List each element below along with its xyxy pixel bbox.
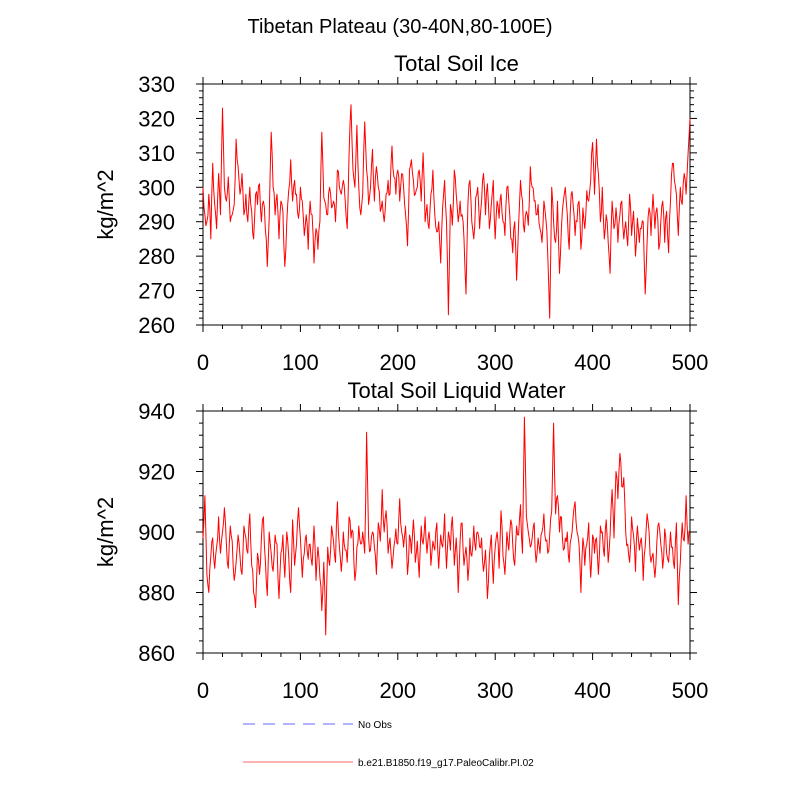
x-tick-label: 100 <box>282 678 319 703</box>
y-tick-label: 320 <box>138 106 175 131</box>
x-tick-label: 300 <box>477 678 514 703</box>
legend-obs-label: No Obs <box>358 720 392 731</box>
y-axis-label: kg/m^2 <box>93 169 118 239</box>
x-tick-label: 500 <box>672 678 709 703</box>
subplot-title: Total Soil Ice <box>394 51 519 76</box>
y-tick-label: 330 <box>138 72 175 97</box>
y-tick-label: 290 <box>138 210 175 235</box>
y-tick-label: 920 <box>138 460 175 485</box>
y-tick-label: 860 <box>138 641 175 666</box>
y-tick-label: 300 <box>138 175 175 200</box>
x-tick-label: 200 <box>379 350 416 375</box>
plot-frame <box>202 410 691 654</box>
y-tick-label: 270 <box>138 279 175 304</box>
y-tick-label: 940 <box>138 399 175 424</box>
panel-total-soil-ice: Total Soil Ice 0 100 200 300 400 500 260 270 280 2… <box>93 51 708 375</box>
panel-total-soil-liquid-water: Total Soil Liquid Water 0 100 200 300 400 500 8… <box>93 378 708 703</box>
y-axis-label: kg/m^2 <box>93 497 118 567</box>
y-tick-label: 260 <box>138 313 175 338</box>
y-tick-label: 280 <box>138 244 175 269</box>
legend-model-label: b.e21.B1850.f19_g17.PaleoCalibr.PI.02 <box>358 758 534 769</box>
x-tick-label: 200 <box>379 678 416 703</box>
plot-frame <box>202 83 691 326</box>
x-tick-label: 0 <box>197 350 209 375</box>
x-tick-label: 100 <box>282 350 319 375</box>
x-tick-label: 0 <box>197 678 209 703</box>
series-line <box>202 104 691 319</box>
x-tick-label: 300 <box>477 350 514 375</box>
x-tick-label: 400 <box>574 678 611 703</box>
subplot-title: Total Soil Liquid Water <box>347 378 565 403</box>
x-tick-label: 400 <box>574 350 611 375</box>
figure-title: Tibetan Plateau (30-40N,80-100E) <box>248 16 553 38</box>
y-tick-label: 900 <box>138 520 175 545</box>
series-line <box>202 416 691 636</box>
x-tick-label: 500 <box>672 350 709 375</box>
y-tick-label: 880 <box>138 581 175 606</box>
y-tick-label: 310 <box>138 141 175 166</box>
legend: No Obs b.e21.B1850.f19_g17.PaleoCalibr.P… <box>243 720 534 769</box>
